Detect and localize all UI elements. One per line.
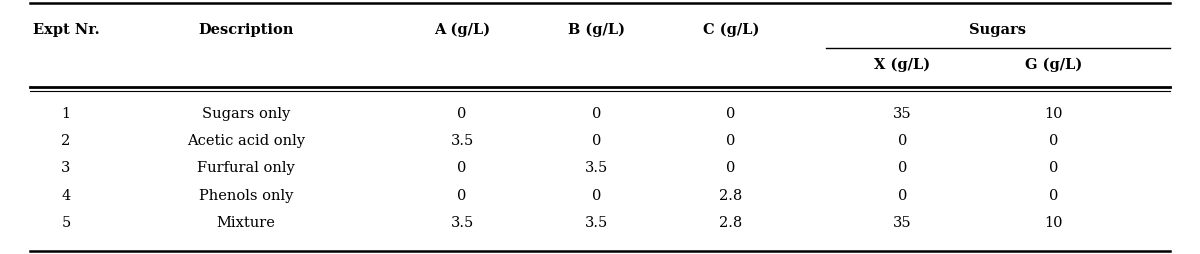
Text: 0: 0 xyxy=(726,134,736,148)
Text: Mixture: Mixture xyxy=(216,216,276,230)
Text: 1: 1 xyxy=(61,107,71,121)
Text: 2.8: 2.8 xyxy=(719,189,743,203)
Text: 4: 4 xyxy=(61,189,71,203)
Text: 0: 0 xyxy=(457,189,467,203)
Text: X (g/L): X (g/L) xyxy=(875,58,930,72)
Text: 3: 3 xyxy=(61,161,71,175)
Text: 5: 5 xyxy=(61,216,71,230)
Text: 10: 10 xyxy=(1044,216,1063,230)
Text: Acetic acid only: Acetic acid only xyxy=(187,134,305,148)
Text: Expt Nr.: Expt Nr. xyxy=(32,23,100,37)
Text: 0: 0 xyxy=(898,161,907,175)
Text: 0: 0 xyxy=(592,189,601,203)
Text: A (g/L): A (g/L) xyxy=(434,23,490,37)
Text: 2.8: 2.8 xyxy=(719,216,743,230)
Text: Furfural only: Furfural only xyxy=(197,161,295,175)
Text: 0: 0 xyxy=(457,107,467,121)
Text: Sugars only: Sugars only xyxy=(202,107,290,121)
Text: 0: 0 xyxy=(457,161,467,175)
Text: Phenols only: Phenols only xyxy=(199,189,293,203)
Text: Sugars: Sugars xyxy=(968,23,1026,37)
Text: 0: 0 xyxy=(592,134,601,148)
Text: 0: 0 xyxy=(1049,161,1058,175)
Text: 10: 10 xyxy=(1044,107,1063,121)
Text: 0: 0 xyxy=(898,189,907,203)
Text: 3.5: 3.5 xyxy=(450,134,474,148)
Text: 3.5: 3.5 xyxy=(584,161,608,175)
Text: 0: 0 xyxy=(726,161,736,175)
Text: 35: 35 xyxy=(893,107,912,121)
Text: 0: 0 xyxy=(898,134,907,148)
Text: 3.5: 3.5 xyxy=(450,216,474,230)
Text: B (g/L): B (g/L) xyxy=(568,23,625,37)
Text: 0: 0 xyxy=(726,107,736,121)
Text: 0: 0 xyxy=(592,107,601,121)
Text: 0: 0 xyxy=(1049,134,1058,148)
Text: 3.5: 3.5 xyxy=(584,216,608,230)
Text: 35: 35 xyxy=(893,216,912,230)
Text: 2: 2 xyxy=(61,134,71,148)
Text: G (g/L): G (g/L) xyxy=(1025,58,1082,72)
Text: 0: 0 xyxy=(1049,189,1058,203)
Text: Description: Description xyxy=(198,23,294,37)
Text: C (g/L): C (g/L) xyxy=(703,23,758,37)
